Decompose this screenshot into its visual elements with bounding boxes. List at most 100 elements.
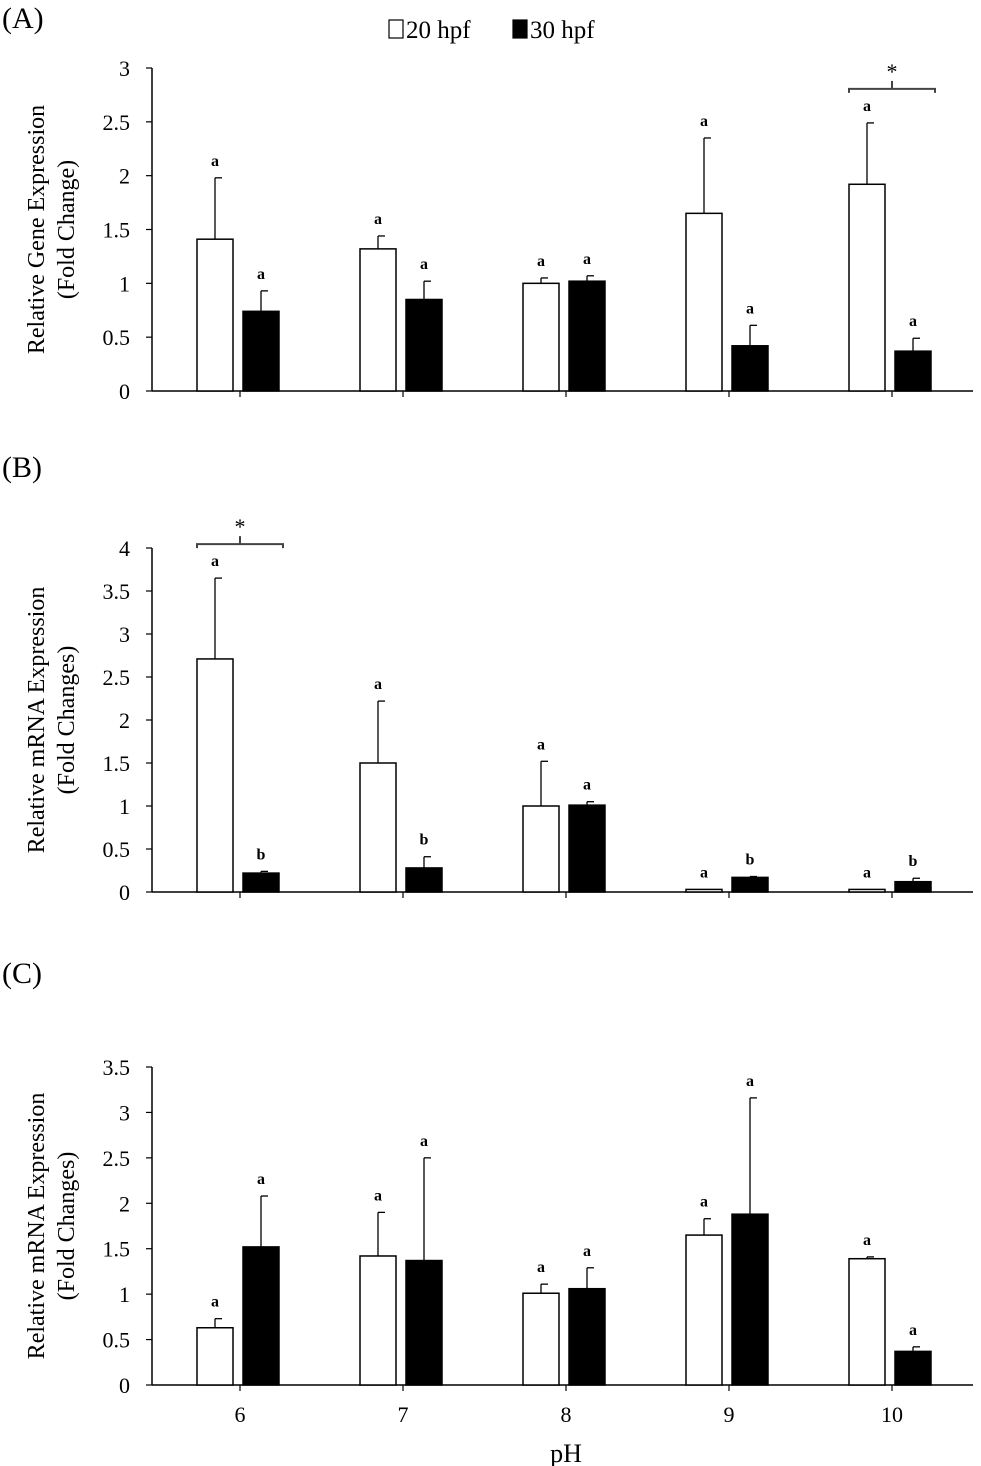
significance-star: * [887, 59, 898, 84]
y-tick-label: 3 [119, 56, 130, 81]
bar-series1-cat-7 [359, 762, 397, 893]
x-tick-label: 7 [398, 1402, 409, 1427]
significance-letter: b [909, 853, 918, 870]
significance-letter: a [211, 153, 219, 170]
y-tick-label: 1.5 [103, 218, 131, 243]
bar-series2-cat-8 [568, 804, 606, 893]
significance-letter: a [700, 113, 708, 130]
bar-series2-cat-7 [405, 1259, 443, 1386]
significance-letter: a [863, 98, 871, 115]
bar-series1-cat-6 [196, 1327, 234, 1386]
significance-letter: a [909, 1322, 917, 1339]
bar-series2-cat-7 [405, 867, 443, 893]
significance-letter: a [374, 676, 382, 693]
charts-group: (A) Relative Gene Expression (Fold Change)… [2, 2, 973, 1427]
bar-series2-cat-8 [568, 1287, 606, 1386]
x-tick-label: 9 [724, 1402, 735, 1427]
bar-series2-cat-10 [894, 880, 932, 893]
y-tick-label: 4 [119, 536, 130, 561]
y-tick-label: 1.5 [103, 751, 131, 776]
significance-letter: a [909, 313, 917, 330]
y-tick-label: 0 [119, 379, 130, 404]
x-tick-label: 10 [881, 1402, 903, 1427]
significance-letter: a [700, 1194, 708, 1211]
significance-letter: a [537, 1259, 545, 1276]
bar-series1-cat-6 [196, 658, 234, 893]
chart-panel-1: (A) Relative Gene Expression (Fold Change)… [2, 2, 973, 404]
significance-letter: a [863, 1232, 871, 1249]
significance-letter: a [374, 211, 382, 228]
significance-letter: a [374, 1187, 382, 1204]
bar-series1-cat-10 [848, 183, 886, 392]
y-tick-label: 1.5 [103, 1237, 131, 1262]
bar-series1-cat-7 [359, 1255, 397, 1386]
y-tick-label: 1 [119, 794, 130, 819]
significance-letter: a [537, 736, 545, 753]
chart-panel-3: (C) Relative mRNA Expression (Fold Changes… [2, 957, 973, 1427]
significance-letter: a [537, 253, 545, 270]
y-tick-label: 2.5 [103, 110, 131, 135]
y-tick-label: 2 [119, 1191, 130, 1216]
legend: 20 hpf 30 hpf [388, 17, 595, 44]
significance-star: * [235, 514, 246, 539]
significance-letter: a [257, 266, 265, 283]
y-axis-title-line1: Relative Gene Expression [24, 105, 50, 354]
y-tick-label: 1 [119, 271, 130, 296]
legend-label-30hpf: 30 hpf [530, 17, 595, 44]
bar-series1-cat-6 [196, 238, 234, 392]
y-tick-label: 3.5 [103, 1055, 131, 1080]
significance-letter: b [746, 852, 755, 869]
significance-bracket [848, 87, 936, 93]
significance-letter: a [420, 1133, 428, 1150]
y-tick-label: 3 [119, 1100, 130, 1125]
significance-letter: a [211, 553, 219, 570]
y-tick-label: 2.5 [103, 665, 131, 690]
bar-series2-cat-10 [894, 350, 932, 392]
significance-letter: a [257, 1171, 265, 1188]
bar-series2-cat-9 [731, 345, 769, 392]
significance-bracket [196, 543, 284, 549]
x-tick-label: 6 [235, 1402, 246, 1427]
significance-letter: b [257, 846, 266, 863]
bar-series2-cat-6 [242, 872, 280, 893]
panel-label: (A) [2, 2, 44, 35]
significance-letter: a [863, 864, 871, 881]
significance-letter: a [583, 777, 591, 794]
panel-label: (C) [2, 957, 42, 990]
legend-swatch-30hpf [512, 19, 528, 39]
y-tick-label: 3 [119, 622, 130, 647]
y-axis-title-line1: Relative mRNA Expression [24, 587, 50, 854]
bar-series1-cat-8 [522, 282, 560, 392]
y-axis-title-line2: (Fold Changes) [54, 646, 80, 795]
bar-series2-cat-6 [242, 1246, 280, 1386]
bar-series2-cat-8 [568, 280, 606, 392]
y-tick-label: 0.5 [103, 1328, 131, 1353]
bar-series1-cat-8 [522, 1292, 560, 1386]
bar-series2-cat-9 [731, 1213, 769, 1386]
legend-label-20hpf: 20 hpf [406, 17, 471, 44]
significance-letter: a [583, 1243, 591, 1260]
y-tick-label: 3.5 [103, 579, 131, 604]
bar-series1-cat-8 [522, 805, 560, 893]
bar-series2-cat-7 [405, 298, 443, 392]
bar-series1-cat-9 [685, 888, 723, 893]
significance-letter: a [420, 256, 428, 273]
bar-series1-cat-7 [359, 248, 397, 392]
x-tick-label: 8 [561, 1402, 572, 1427]
bar-series1-cat-10 [848, 888, 886, 893]
y-tick-label: 2.5 [103, 1146, 131, 1171]
y-tick-label: 2 [119, 164, 130, 189]
bar-series1-cat-10 [848, 1257, 886, 1386]
significance-letter: a [746, 300, 754, 317]
y-tick-label: 0 [119, 880, 130, 905]
significance-letter: a [700, 864, 708, 881]
panel-label: (B) [2, 451, 42, 484]
y-tick-label: 0.5 [103, 325, 131, 350]
significance-letter: a [583, 251, 591, 268]
bar-series2-cat-6 [242, 310, 280, 392]
y-axis-title-line1: Relative mRNA Expression [24, 1093, 50, 1360]
y-axis-title-line2: (Fold Change) [54, 160, 80, 299]
bar-series1-cat-9 [685, 1234, 723, 1386]
significance-letter: b [420, 832, 429, 849]
